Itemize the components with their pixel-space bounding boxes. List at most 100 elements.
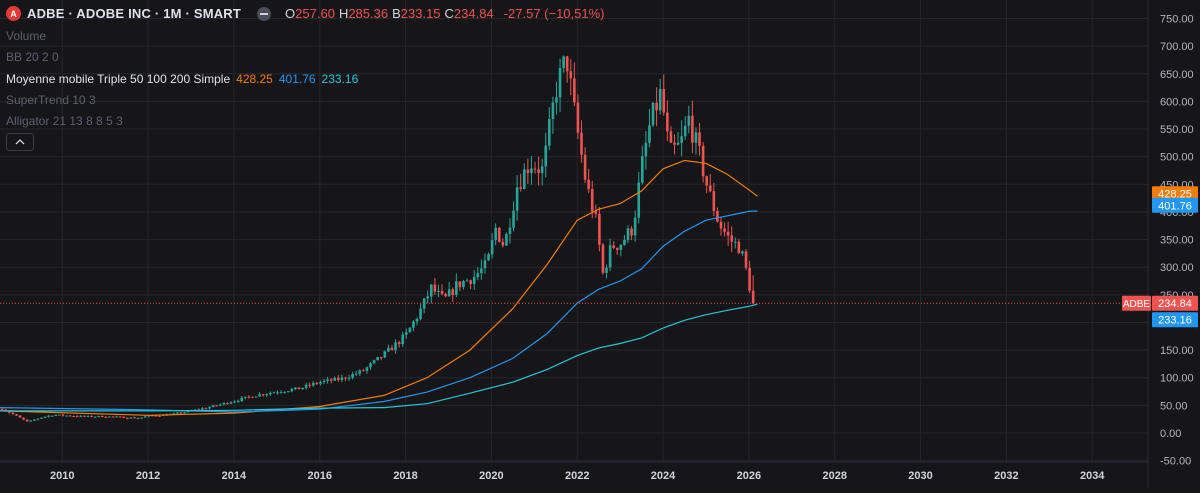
candle-body — [369, 363, 372, 368]
candle-body — [548, 119, 551, 146]
candle-body — [444, 293, 447, 297]
candle-body — [136, 418, 140, 420]
candle-body — [93, 416, 97, 418]
eye-toggle-icon[interactable] — [257, 6, 272, 21]
candle-body — [573, 78, 576, 103]
candle-body — [186, 410, 190, 413]
candle-body — [519, 187, 523, 189]
y-tick-label: 600.00 — [1160, 96, 1194, 108]
candle-body — [315, 382, 319, 384]
x-tick-label: 2016 — [307, 470, 331, 482]
candle-body — [737, 241, 741, 254]
candle-body — [172, 413, 176, 415]
symbol-title[interactable]: ADBE · ADOBE INC · 1M · SMART — [27, 6, 242, 21]
x-axis-labels: 2010 2012 2014 2016 2018 2020 2022 2024 2026 2028… — [50, 470, 1105, 482]
indicator-supertrend[interactable]: SuperTrend 10 3 — [6, 93, 96, 107]
candle-body — [383, 351, 387, 358]
candle-body — [608, 245, 612, 268]
candle-body — [712, 191, 716, 212]
candle-body — [673, 142, 676, 145]
candle-body — [701, 145, 705, 177]
candle-body — [294, 387, 297, 390]
x-tick-label: 2032 — [994, 470, 1018, 482]
candle-body — [676, 142, 680, 145]
candle-body — [269, 392, 272, 395]
y-tick-label: 700.00 — [1160, 41, 1194, 53]
candle-body — [540, 166, 544, 173]
candle-body — [576, 102, 580, 133]
candle-body — [655, 102, 658, 111]
candle-body — [340, 377, 344, 380]
candle-body — [18, 415, 22, 418]
candle-body — [612, 245, 615, 248]
candle-body — [376, 357, 379, 361]
y-tick-label: 350.00 — [1160, 235, 1194, 247]
candle-body — [666, 112, 669, 132]
candle-body — [100, 415, 104, 417]
candle-body — [741, 251, 744, 254]
candle-body — [133, 417, 136, 419]
candle-body — [605, 267, 608, 273]
candle-body — [641, 156, 644, 183]
candles — [0, 55, 755, 422]
x-tick-label: 2018 — [393, 470, 417, 482]
ohlc-value: 257.60 — [295, 6, 335, 21]
candle-body — [204, 408, 208, 410]
ma100-price-tag: 401.76 — [1152, 197, 1198, 213]
candle-body — [251, 396, 254, 398]
ohlc-label: C — [444, 6, 454, 21]
candle-body — [683, 125, 687, 137]
price-change: -27.57 (−10,51%) — [503, 6, 605, 21]
candle-body — [562, 56, 565, 69]
candle-body — [397, 342, 401, 345]
candle-body — [36, 418, 40, 420]
candle-body — [283, 391, 286, 393]
candle-body — [512, 210, 515, 228]
ma100-price-tag-text: 401.76 — [1158, 200, 1192, 212]
candle-body — [437, 290, 440, 292]
indicator-moving-average[interactable]: Moyenne mobile Triple 50 100 200 Simple 4… — [6, 72, 358, 86]
grid — [0, 0, 1148, 462]
adobe-logo-icon: A — [6, 6, 21, 21]
candle-body — [15, 414, 18, 416]
collapse-legend-button[interactable] — [6, 133, 34, 151]
y-tick-label: 0.00 — [1160, 428, 1181, 440]
candle-body — [569, 71, 573, 79]
x-tick-label: 2012 — [136, 470, 160, 482]
candle-body — [401, 334, 404, 345]
candle-body — [211, 405, 215, 408]
candle-body — [469, 280, 472, 284]
candle-body — [394, 342, 397, 351]
x-tick-label: 2010 — [50, 470, 74, 482]
indicator-alligator[interactable]: Alligator 21 13 8 8 5 3 — [6, 114, 123, 128]
candle-body — [236, 400, 240, 402]
indicator-bollinger[interactable]: BB 20 2 0 — [6, 50, 59, 64]
candle-body — [530, 168, 533, 174]
ohlc-value: 233.15 — [400, 6, 441, 21]
candle-body — [40, 417, 43, 419]
candle-body — [419, 308, 422, 319]
candle-body — [404, 332, 408, 335]
x-tick-label: 2030 — [908, 470, 932, 482]
candle-body — [594, 211, 598, 214]
candle-body — [748, 267, 751, 291]
candle-body — [329, 379, 333, 381]
last-price-tag-bg — [1152, 295, 1198, 311]
candle-body — [508, 227, 512, 234]
candle-body — [61, 414, 65, 416]
candle-body — [515, 187, 519, 211]
candle-body — [501, 241, 505, 246]
candle-body — [54, 414, 58, 416]
candle-body — [412, 321, 415, 328]
candle-body — [651, 102, 655, 126]
candle-body — [723, 228, 726, 232]
indicator-volume[interactable]: Volume — [6, 29, 47, 43]
candle-body — [490, 240, 494, 255]
candle-body — [33, 419, 36, 421]
y-tick-label: 150.00 — [1160, 345, 1194, 357]
candle-body — [126, 417, 129, 419]
candle-body — [626, 228, 630, 240]
candle-body — [480, 268, 483, 274]
